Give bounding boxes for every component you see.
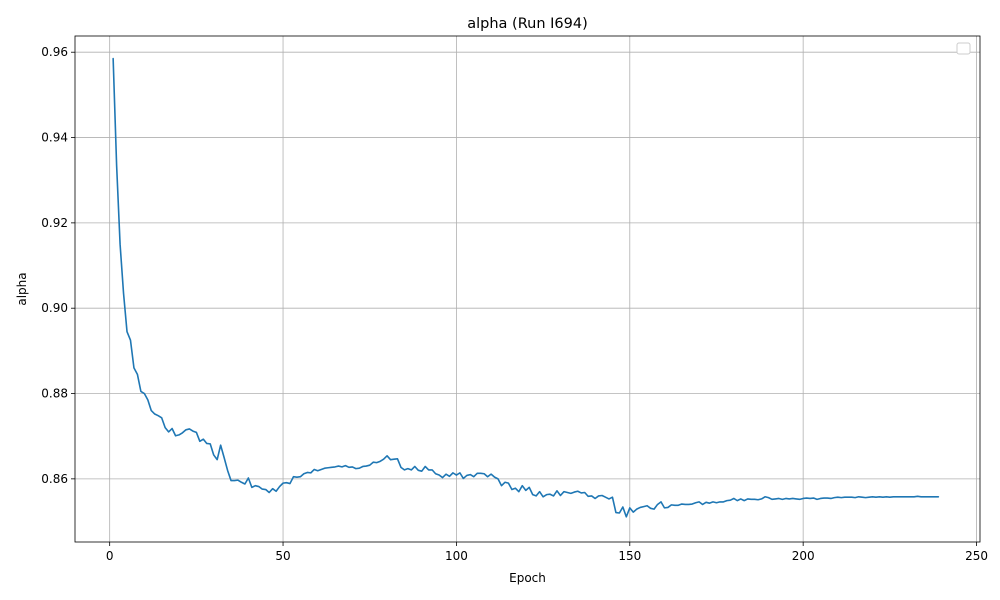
x-tick-label: 100 [445,549,468,563]
y-tick-label: 0.96 [41,45,68,59]
plot-area [75,36,980,542]
plot-frame [74,35,981,543]
x-tick-label: 200 [792,549,815,563]
series-line [112,57,940,518]
x-axis: 0 50 100 150 200 250 [106,542,988,563]
y-tick-label: 0.88 [41,387,68,401]
y-tick-label: 0.94 [41,131,68,145]
grid [75,36,980,542]
y-axis-label: alpha [15,272,29,305]
x-axis-label: Epoch [509,571,546,585]
y-tick-label: 0.92 [41,216,68,230]
y-tick-label: 0.86 [41,472,68,486]
x-tick-label: 0 [106,549,114,563]
legend [956,42,971,55]
chart-title: alpha (Run I694) [467,16,587,32]
x-tick-label: 250 [965,549,988,563]
x-tick-label: 50 [275,549,290,563]
series-layer [112,57,940,518]
x-tick-label: 150 [618,549,641,563]
y-tick-label: 0.90 [41,301,68,315]
y-axis: 0.86 0.88 0.90 0.92 0.94 0.96 [41,45,75,486]
